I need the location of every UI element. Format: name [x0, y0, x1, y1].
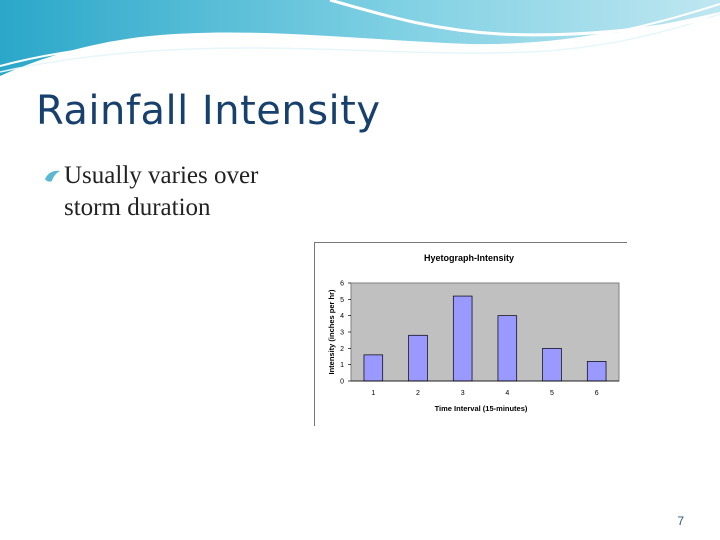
x-tick-label: 5	[550, 390, 554, 397]
x-tick-label: 2	[416, 390, 420, 397]
page-number: 7	[677, 514, 684, 528]
x-tick-label: 3	[461, 390, 465, 397]
x-tick-label: 4	[505, 390, 509, 397]
y-tick-label: 4	[340, 313, 344, 320]
bar	[408, 334, 428, 382]
bar	[452, 295, 473, 382]
bar	[542, 347, 562, 382]
slide-title: Rainfall Intensity	[36, 88, 381, 134]
y-tick-label: 3	[340, 330, 344, 337]
x-tick-label: 1	[371, 390, 375, 397]
water-drop-bullet-icon	[45, 170, 60, 182]
chart-svg: Hyetograph-Intensity 0 1 2 3 4 5 6 Intensity (in…	[327, 253, 620, 413]
chart-layer: Hyetograph-Intensity 0 1 2 3 4 5 6 Intensity (in…	[327, 253, 620, 413]
bullet-point: Usually varies over storm duration	[44, 160, 324, 224]
y-tick-label: 6	[340, 281, 344, 288]
bullet-text: Usually varies over storm duration	[44, 160, 324, 224]
bar	[363, 354, 384, 382]
bullet-line-1: Usually varies over	[64, 162, 259, 189]
x-tick-label: 6	[595, 390, 599, 397]
y-tick-label: 2	[340, 346, 344, 353]
chart-title: Hyetograph-Intensity	[424, 253, 514, 263]
bullet-line-2: storm duration	[64, 194, 211, 221]
y-tick-label: 1	[340, 362, 344, 369]
y-tick-label: 0	[340, 379, 344, 386]
bar	[497, 315, 518, 382]
plot-area	[350, 282, 620, 382]
y-tick-label: 5	[340, 297, 344, 304]
header-wave-decoration	[0, 0, 720, 76]
hyetograph-chart: Hyetograph-Intensity 0 1 2 3 4 5 6 Intensity (in…	[314, 242, 627, 426]
x-axis-label: Time Interval (15-minutes)	[435, 404, 528, 413]
bar	[586, 361, 607, 382]
y-axis-label: Intensity (inches per hr)	[327, 289, 336, 375]
